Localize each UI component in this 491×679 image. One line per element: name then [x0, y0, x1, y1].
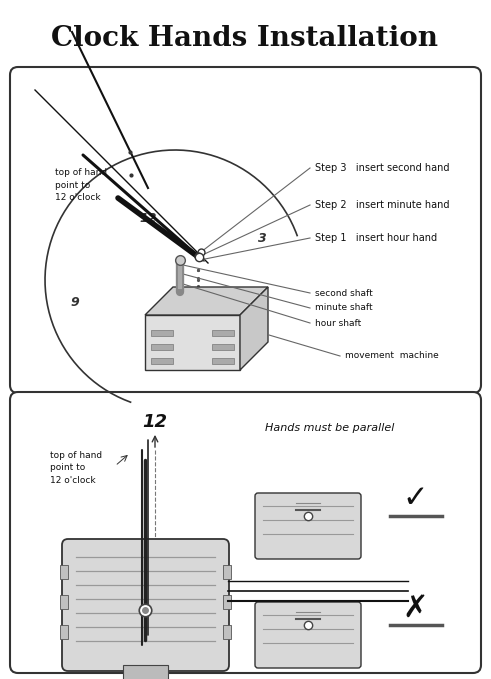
Text: hour shaft: hour shaft — [315, 318, 361, 327]
Text: 12: 12 — [142, 413, 167, 431]
Text: 9: 9 — [71, 295, 80, 308]
FancyBboxPatch shape — [62, 539, 229, 671]
Bar — [223, 565, 231, 579]
Bar — [223, 625, 231, 639]
Text: 3: 3 — [258, 232, 267, 244]
Bar — [151, 358, 173, 364]
FancyBboxPatch shape — [10, 67, 481, 393]
Text: Step 1   insert hour hand: Step 1 insert hour hand — [315, 233, 437, 243]
Text: ✗: ✗ — [402, 593, 428, 623]
FancyBboxPatch shape — [10, 392, 481, 673]
Text: movement  machine: movement machine — [345, 352, 439, 361]
Text: Hands must be parallel: Hands must be parallel — [265, 423, 395, 433]
Bar — [223, 595, 231, 609]
Bar — [145, 315, 240, 370]
Bar — [212, 330, 234, 336]
Bar — [151, 344, 173, 350]
Text: top of hand
point to
12 o'clock: top of hand point to 12 o'clock — [55, 168, 107, 202]
Text: ✓: ✓ — [402, 483, 428, 513]
Text: minute shaft: minute shaft — [315, 304, 373, 312]
Bar — [60, 595, 68, 609]
Text: 12: 12 — [139, 211, 157, 225]
Text: Step 2   insert minute hand: Step 2 insert minute hand — [315, 200, 449, 210]
Polygon shape — [145, 287, 268, 315]
Bar — [212, 344, 234, 350]
Text: Clock Hands Installation: Clock Hands Installation — [52, 24, 438, 52]
Polygon shape — [240, 287, 268, 370]
Bar — [212, 358, 234, 364]
Bar — [123, 665, 168, 679]
Text: 6: 6 — [201, 333, 209, 346]
Text: Step 3   insert second hand: Step 3 insert second hand — [315, 163, 449, 173]
Bar — [60, 565, 68, 579]
Bar — [60, 625, 68, 639]
Bar — [151, 330, 173, 336]
FancyBboxPatch shape — [255, 602, 361, 668]
FancyBboxPatch shape — [255, 493, 361, 559]
Text: second shaft: second shaft — [315, 289, 373, 297]
Text: top of hand
point to
12 o'clock: top of hand point to 12 o'clock — [50, 451, 102, 485]
